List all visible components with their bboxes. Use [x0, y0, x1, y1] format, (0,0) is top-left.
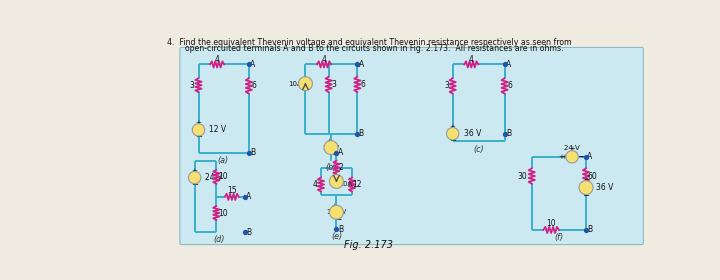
- Text: +: +: [326, 138, 331, 143]
- Text: 60: 60: [588, 172, 597, 181]
- Text: B: B: [506, 129, 511, 138]
- Circle shape: [446, 128, 459, 140]
- Text: 12: 12: [352, 180, 361, 189]
- Text: 6: 6: [252, 81, 257, 90]
- Text: 12 V: 12 V: [210, 125, 227, 134]
- Text: +: +: [558, 154, 564, 160]
- Text: B: B: [359, 129, 364, 138]
- Text: A: A: [359, 60, 364, 69]
- Text: −: −: [330, 150, 336, 159]
- Text: +: +: [196, 120, 202, 126]
- Text: 20A: 20A: [339, 181, 352, 187]
- Circle shape: [330, 174, 343, 188]
- Text: −: −: [449, 136, 456, 145]
- Text: −: −: [579, 154, 585, 160]
- Text: (b): (b): [325, 163, 337, 172]
- Text: +: +: [583, 177, 589, 183]
- Text: (e): (e): [331, 232, 342, 241]
- FancyBboxPatch shape: [180, 47, 644, 245]
- Text: A: A: [250, 60, 256, 69]
- Text: 4: 4: [322, 55, 326, 64]
- Circle shape: [189, 171, 201, 184]
- Text: A: A: [338, 148, 343, 157]
- Text: 3: 3: [332, 80, 336, 89]
- Text: 4: 4: [215, 55, 220, 64]
- Text: (a): (a): [217, 156, 229, 165]
- Text: (c): (c): [473, 144, 484, 154]
- Text: A: A: [246, 192, 251, 201]
- Text: B: B: [250, 148, 256, 157]
- Text: open-circuited terminals A and B to the circuits shown in Fig. 2.173.  All resis: open-circuited terminals A and B to the …: [175, 44, 563, 53]
- Text: −: −: [195, 132, 202, 141]
- Circle shape: [566, 151, 578, 163]
- Text: 6: 6: [361, 80, 365, 89]
- Text: +: +: [331, 203, 337, 208]
- Text: 10A: 10A: [288, 81, 302, 87]
- Text: 100V: 100V: [323, 144, 340, 151]
- Text: B: B: [246, 228, 251, 237]
- Text: 6: 6: [508, 81, 513, 90]
- Text: A: A: [588, 152, 593, 161]
- Text: A: A: [506, 60, 511, 69]
- Text: −: −: [336, 215, 342, 224]
- Text: Fig. 2.173: Fig. 2.173: [344, 240, 394, 249]
- Text: 2: 2: [338, 163, 343, 172]
- Text: +: +: [562, 154, 567, 160]
- Text: −: −: [582, 191, 590, 200]
- Text: (f): (f): [554, 233, 564, 242]
- Text: 3: 3: [444, 81, 449, 90]
- Text: (d): (d): [214, 235, 225, 244]
- Text: −: −: [576, 152, 582, 161]
- Text: 3: 3: [190, 81, 194, 90]
- Text: +: +: [569, 146, 575, 152]
- Text: B: B: [588, 225, 593, 234]
- Circle shape: [192, 124, 204, 136]
- Text: 10: 10: [217, 172, 228, 181]
- Text: 10: 10: [217, 209, 228, 218]
- Text: 36 V: 36 V: [464, 129, 481, 138]
- Text: 36 V: 36 V: [596, 183, 613, 192]
- Text: 100 V: 100 V: [327, 209, 346, 215]
- Text: B: B: [338, 225, 343, 234]
- Text: 24 V: 24 V: [204, 173, 222, 182]
- Text: +: +: [192, 169, 197, 174]
- Circle shape: [579, 181, 593, 195]
- Circle shape: [330, 205, 343, 219]
- Circle shape: [324, 141, 338, 155]
- Text: +: +: [450, 124, 456, 130]
- Text: 4: 4: [312, 180, 318, 189]
- Text: 4.  Find the equivalent Thevenin voltage and equivalent Thevenin resistance resp: 4. Find the equivalent Thevenin voltage …: [167, 38, 571, 47]
- Text: 15: 15: [227, 186, 237, 195]
- Text: 10: 10: [546, 219, 556, 228]
- Text: 24 V: 24 V: [564, 144, 580, 151]
- Text: 30: 30: [518, 172, 527, 181]
- Text: −: −: [191, 180, 198, 189]
- Text: 4: 4: [469, 55, 474, 64]
- Circle shape: [299, 77, 312, 91]
